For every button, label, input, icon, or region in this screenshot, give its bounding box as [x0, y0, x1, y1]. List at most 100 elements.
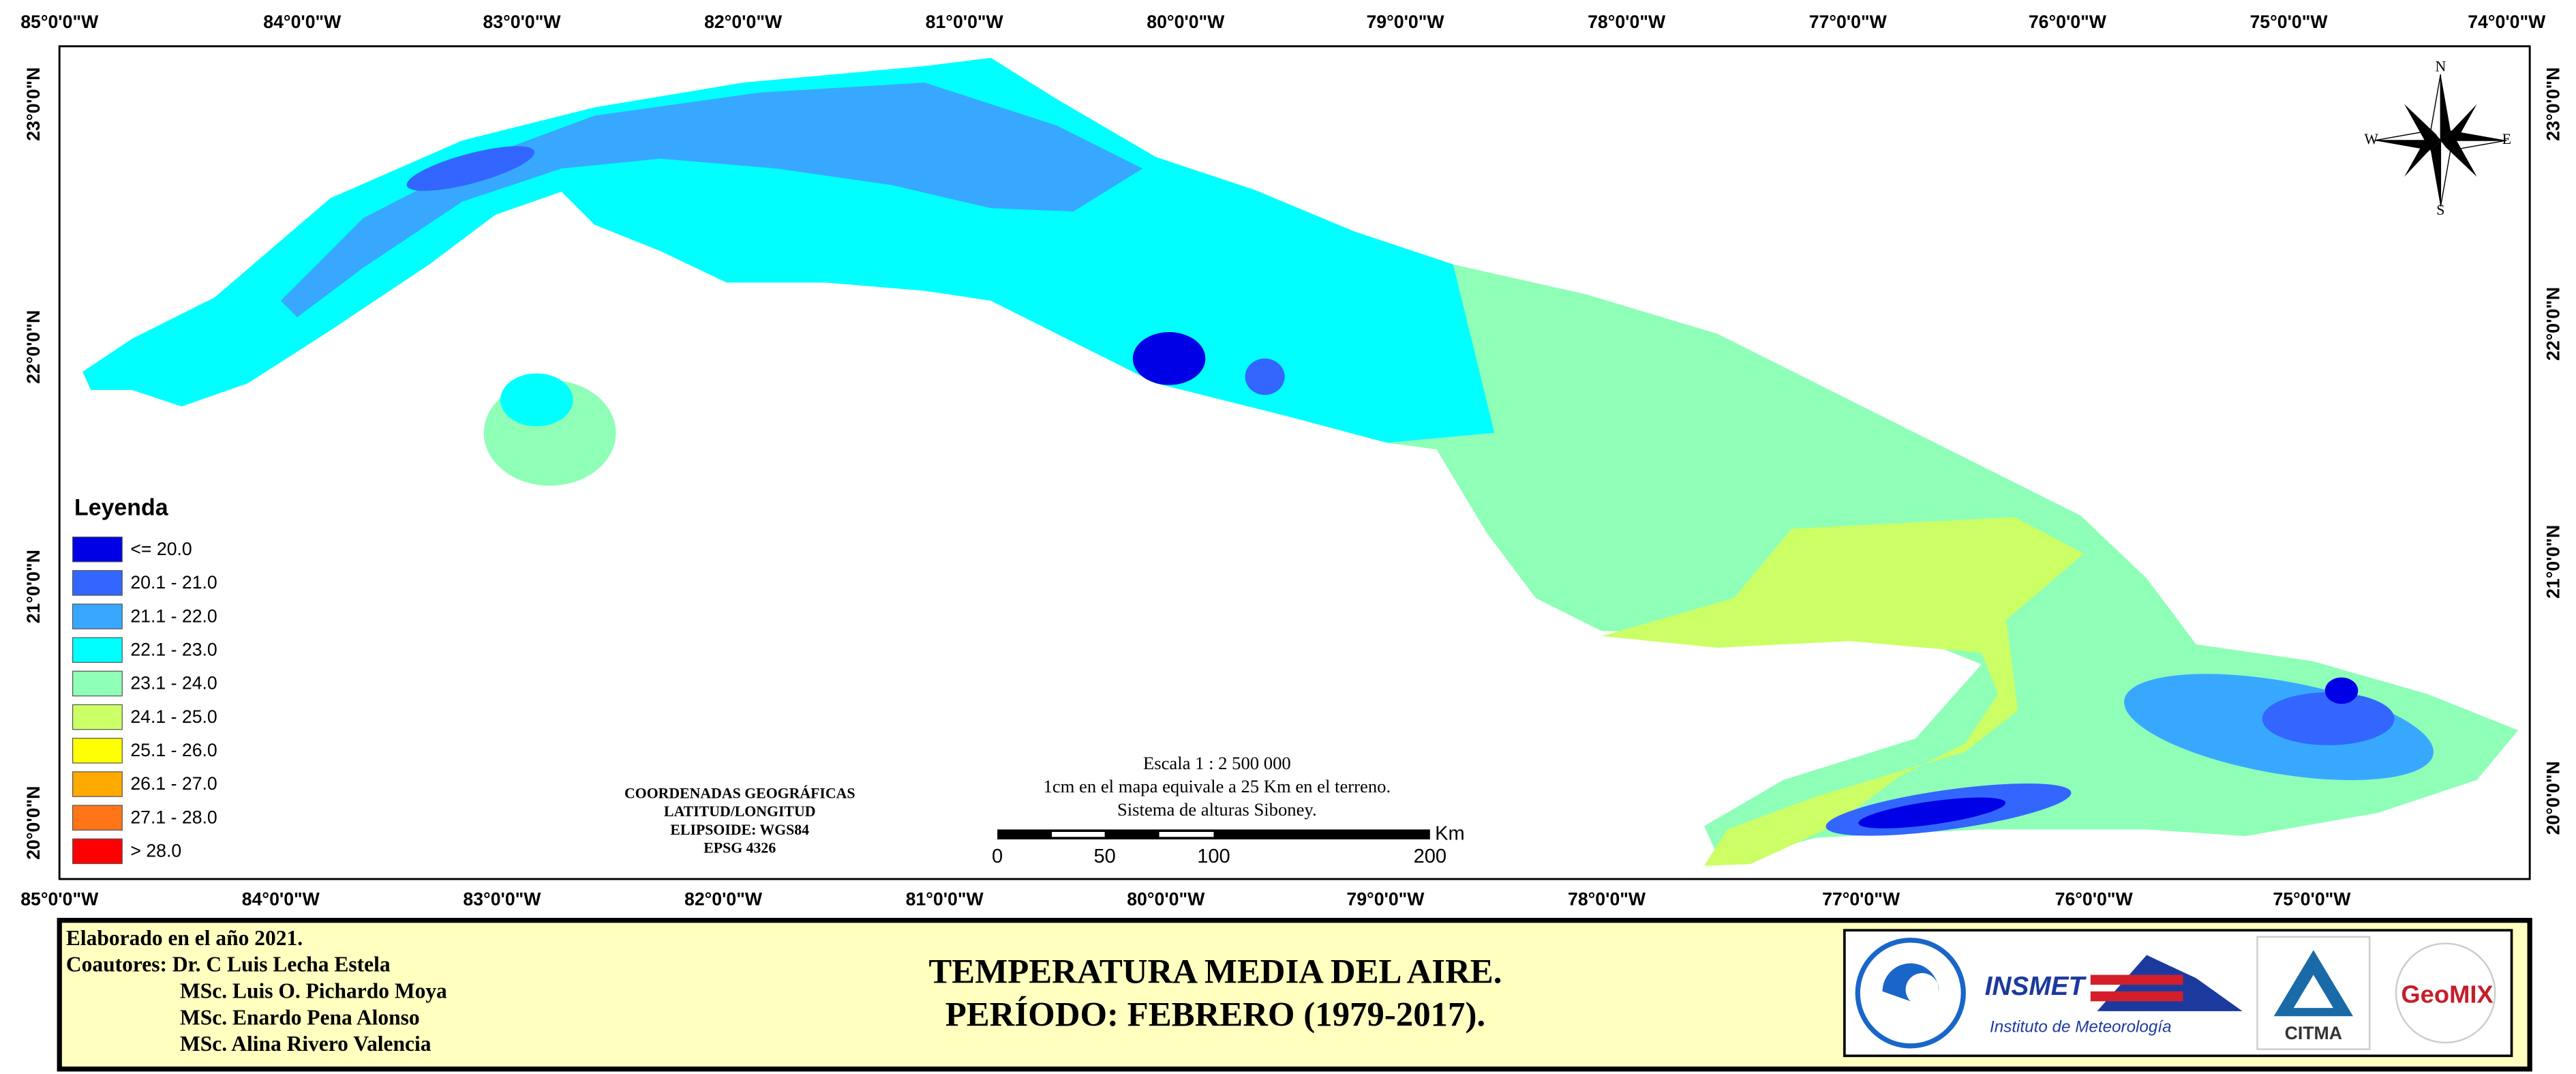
scale-tick: 200: [1414, 846, 1446, 867]
legend-label: 22.1 - 23.0: [130, 639, 217, 659]
legend-swatch: [72, 738, 123, 764]
latitude-label: 22°0'0"N: [23, 310, 44, 384]
logo-swirl: [1882, 963, 1939, 1002]
longitude-label: 80°0'0"W: [1127, 889, 1205, 910]
longitude-label: 74°0'0"W: [2468, 12, 2546, 32]
longitude-label: 78°0'0"W: [1588, 12, 1666, 32]
scale-unit: Km: [1435, 822, 1465, 844]
legend-title: Leyenda: [74, 494, 169, 520]
latitude-label: 20°0'0"N: [2543, 761, 2564, 835]
compass-label: W: [2364, 131, 2378, 147]
insmet-subtext: Instituto de Meteorología: [1990, 1018, 2172, 1036]
credit-line: MSc. Luis O. Pichardo Moya: [180, 979, 447, 1003]
scale-text: Escala 1 : 2 500 000: [1143, 753, 1291, 773]
latitude-label: 21°0'0"N: [23, 550, 44, 623]
legend-label: 25.1 - 26.0: [130, 740, 217, 760]
longitude-label: 85°0'0"W: [20, 12, 99, 32]
longitude-label: 84°0'0"W: [263, 12, 342, 32]
latitude-label: 23°0'0"N: [23, 68, 44, 141]
region: [406, 146, 535, 191]
legend-swatch: [72, 670, 123, 697]
map-title: TEMPERATURA MEDIA DEL AIRE. PERÍODO: FEB…: [928, 953, 1502, 1034]
longitude-label: 77°0'0"W: [1809, 12, 1888, 32]
longitude-label: 83°0'0"W: [483, 12, 561, 32]
scale-tick: 0: [992, 846, 1003, 867]
insmet-text: INSMET: [1985, 972, 2087, 1001]
latitude-label: 23°0'0"N: [2543, 68, 2564, 141]
scale-bar: [997, 829, 1430, 839]
credit-line: MSc. Alina Rivero Valencia: [180, 1032, 431, 1056]
region: [500, 373, 573, 427]
credits: Elaborado en el año 2021. Coautores: Dr.…: [66, 926, 447, 1056]
legend-swatch: [72, 771, 123, 797]
logo-circle: [1855, 938, 1966, 1049]
longitude-label: 84°0'0"W: [242, 889, 320, 910]
legend-label: 23.1 - 24.0: [130, 673, 217, 693]
legend-label: 26.1 - 27.0: [130, 773, 217, 794]
legend-swatch: [72, 637, 123, 663]
region: [1245, 358, 1285, 396]
region: [1601, 517, 2085, 866]
credit-line: Elaborado en el año 2021.: [66, 926, 303, 950]
longitude-label: 79°0'0"W: [1366, 12, 1444, 32]
scale-tick: 100: [1197, 846, 1230, 867]
longitude-label: 79°0'0"W: [1346, 889, 1425, 910]
scale-bar-gap: [1052, 832, 1105, 837]
graticule: 85°0'0"W 84°0'0"W 83°0'0"W 82°0'0"W 81°0'0"W…: [20, 12, 2563, 910]
credit-line: Coautores: Dr. C Luis Lecha Estela: [66, 953, 391, 976]
longitude-label: 82°0'0"W: [704, 12, 783, 32]
longitude-label: 75°0'0"W: [2273, 889, 2351, 910]
legend-label: 20.1 - 21.0: [130, 572, 217, 593]
logos: INSMET Instituto de Meteorología CITMA G…: [1843, 929, 2513, 1058]
legend-label: > 28.0: [130, 841, 181, 861]
citma-text: CITMA: [2285, 1023, 2342, 1043]
region: [1858, 797, 2006, 829]
legend: Leyenda <= 20.0 20.1 - 21.0 21.1 - 22.0 22.…: [72, 494, 217, 865]
credit-line: MSc. Enardo Pena Alonso: [180, 1005, 420, 1029]
scale-tick: 50: [1093, 846, 1115, 867]
longitude-label: 81°0'0"W: [926, 12, 1004, 32]
insmet-stripe: [2090, 974, 2183, 985]
latitude-label: 20°0'0"N: [23, 786, 44, 860]
title-line: PERÍODO: FEBRERO (1979-2017).: [945, 996, 1485, 1034]
latitude-label: 21°0'0"N: [2543, 525, 2564, 599]
longitude-label: 75°0'0"W: [2249, 12, 2328, 32]
legend-label: <= 20.0: [130, 539, 192, 559]
coord-line: LATITUD/LONGITUD: [664, 803, 815, 820]
longitude-label: 85°0'0"W: [20, 889, 99, 910]
legend-swatch: [72, 704, 123, 730]
region: [280, 83, 1143, 318]
longitude-label: 80°0'0"W: [1147, 12, 1225, 32]
legend-swatch: [72, 805, 123, 831]
coord-line: COORDENADAS GEOGRÁFICAS: [624, 785, 855, 801]
legend-label: 27.1 - 28.0: [130, 807, 217, 827]
region: [2324, 677, 2359, 704]
longitude-label: 78°0'0"W: [1568, 889, 1646, 910]
scale-bar-gap: [1159, 832, 1214, 837]
legend-swatch: [72, 838, 123, 865]
insmet-stripe: [2090, 991, 2183, 1002]
coord-line: ELIPSOIDE: WGS84: [670, 822, 809, 838]
longitude-label: 81°0'0"W: [906, 889, 984, 910]
region: [1132, 332, 1206, 385]
title-line: TEMPERATURA MEDIA DEL AIRE.: [928, 953, 1502, 991]
legend-swatch: [72, 536, 123, 563]
longitude-label: 77°0'0"W: [1822, 889, 1900, 910]
legend-label: 21.1 - 22.0: [130, 606, 217, 626]
compass-label: S: [2436, 202, 2444, 218]
legend-swatch: [72, 570, 123, 596]
latitude-label: 22°0'0"N: [2543, 287, 2564, 361]
legend-label: 24.1 - 25.0: [130, 706, 217, 727]
compass-label: E: [2502, 131, 2511, 147]
region: [2262, 692, 2395, 745]
compass-label: N: [2435, 58, 2446, 74]
scale: Escala 1 : 2 500 000 1cm en el mapa equi…: [992, 753, 1465, 867]
coordinate-info: COORDENADAS GEOGRÁFICAS LATITUD/LONGITUD…: [624, 785, 855, 856]
compass: N S E W: [2364, 58, 2511, 218]
longitude-label: 76°0'0"W: [2029, 12, 2107, 32]
longitude-label: 76°0'0"W: [2055, 889, 2134, 910]
scale-text: 1cm en el mapa equivale a 25 Km en el te…: [1044, 776, 1391, 796]
geomix-circle: [2395, 942, 2496, 1044]
